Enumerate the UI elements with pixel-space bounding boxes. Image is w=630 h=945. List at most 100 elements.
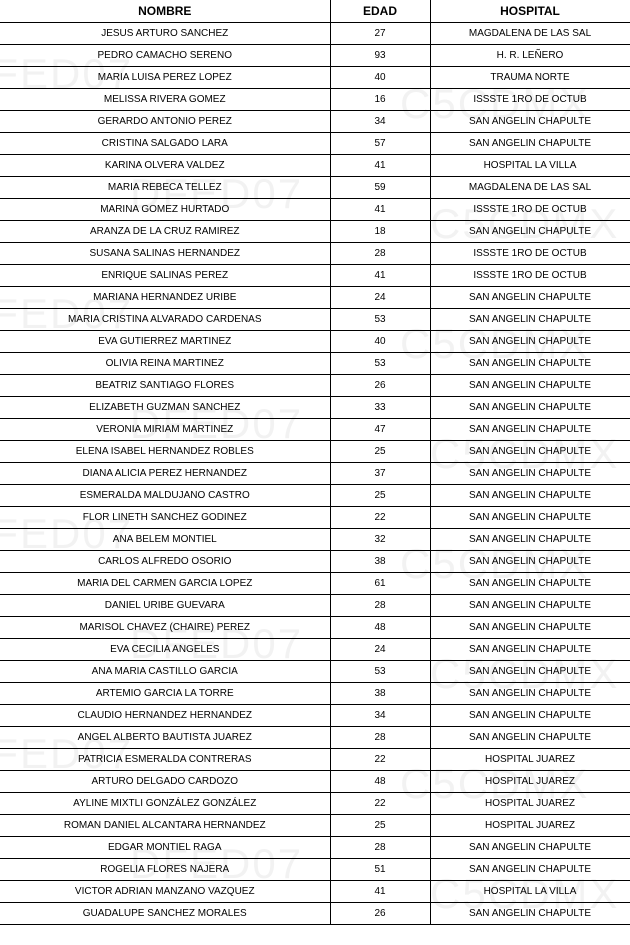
cell-hospital: SAN ANGELIN CHAPULTE xyxy=(430,683,630,705)
cell-nombre: MARIANA HERNANDEZ URIBE xyxy=(0,287,330,309)
cell-edad: 61 xyxy=(330,573,430,595)
cell-edad: 40 xyxy=(330,331,430,353)
table-row: MARIA REBECA TELLEZ59MAGDALENA DE LAS SA… xyxy=(0,177,630,199)
cell-hospital: SAN ANGELIN CHAPULTE xyxy=(430,595,630,617)
cell-hospital: SAN ANGELIN CHAPULTE xyxy=(430,221,630,243)
cell-nombre: PATRICIA ESMERALDA CONTRERAS xyxy=(0,749,330,771)
cell-edad: 41 xyxy=(330,199,430,221)
cell-hospital: HOSPITAL LA VILLA xyxy=(430,881,630,903)
cell-hospital: HOSPITAL JUAREZ xyxy=(430,793,630,815)
cell-edad: 27 xyxy=(330,23,430,45)
cell-hospital: SAN ANGELIN CHAPULTE xyxy=(430,111,630,133)
cell-edad: 48 xyxy=(330,617,430,639)
cell-hospital: SAN ANGELIN CHAPULTE xyxy=(430,573,630,595)
cell-edad: 53 xyxy=(330,661,430,683)
cell-nombre: ANA BELEM MONTIEL xyxy=(0,529,330,551)
table-row: ROGELIA FLORES NAJERA51SAN ANGELIN CHAPU… xyxy=(0,859,630,881)
table-row: MARIA CRISTINA ALVARADO CARDENAS53SAN AN… xyxy=(0,309,630,331)
cell-nombre: MARIA CRISTINA ALVARADO CARDENAS xyxy=(0,309,330,331)
table-row: CARLOS ALFREDO OSORIO38SAN ANGELIN CHAPU… xyxy=(0,551,630,573)
table-row: MARIANA HERNANDEZ URIBE24SAN ANGELIN CHA… xyxy=(0,287,630,309)
cell-nombre: MARISOL CHAVEZ (CHAIRE) PEREZ xyxy=(0,617,330,639)
cell-hospital: H. R. LEÑERO xyxy=(430,45,630,67)
cell-edad: 34 xyxy=(330,705,430,727)
cell-edad: 38 xyxy=(330,551,430,573)
cell-edad: 34 xyxy=(330,111,430,133)
table-row: CLAUDIO HERNANDEZ HERNANDEZ34SAN ANGELIN… xyxy=(0,705,630,727)
table-row: ARTURO DELGADO CARDOZO48HOSPITAL JUAREZ xyxy=(0,771,630,793)
cell-nombre: EVA CECILIA ANGELES xyxy=(0,639,330,661)
cell-hospital: SAN ANGELIN CHAPULTE xyxy=(430,507,630,529)
table-row: ENRIQUE SALINAS PEREZ41ISSSTE 1RO DE OCT… xyxy=(0,265,630,287)
cell-hospital: ISSSTE 1RO DE OCTUB xyxy=(430,243,630,265)
table-row: ELENA ISABEL HERNANDEZ ROBLES25SAN ANGEL… xyxy=(0,441,630,463)
cell-hospital: SAN ANGELIN CHAPULTE xyxy=(430,639,630,661)
cell-hospital: SAN ANGELIN CHAPULTE xyxy=(430,617,630,639)
table-row: ARANZA DE LA CRUZ RAMIREZ18SAN ANGELIN C… xyxy=(0,221,630,243)
cell-edad: 47 xyxy=(330,419,430,441)
cell-edad: 28 xyxy=(330,243,430,265)
cell-hospital: SAN ANGELIN CHAPULTE xyxy=(430,287,630,309)
table-row: JESUS ARTURO SANCHEZ27MAGDALENA DE LAS S… xyxy=(0,23,630,45)
cell-nombre: ARANZA DE LA CRUZ RAMIREZ xyxy=(0,221,330,243)
cell-nombre: CLAUDIO HERNANDEZ HERNANDEZ xyxy=(0,705,330,727)
cell-nombre: GUADALUPE SANCHEZ MORALES xyxy=(0,903,330,925)
col-header-nombre: NOMBRE xyxy=(0,0,330,23)
cell-nombre: ANA MARIA CASTILLO GARCIA xyxy=(0,661,330,683)
cell-nombre: PEDRO CAMACHO SERENO xyxy=(0,45,330,67)
cell-nombre: OLIVIA REINA MARTINEZ xyxy=(0,353,330,375)
cell-hospital: SAN ANGELIN CHAPULTE xyxy=(430,331,630,353)
cell-hospital: ISSSTE 1RO DE OCTUB xyxy=(430,265,630,287)
cell-nombre: DANIEL URIBE GUEVARA xyxy=(0,595,330,617)
cell-hospital: ISSSTE 1RO DE OCTUB xyxy=(430,199,630,221)
patients-table: NOMBRE EDAD HOSPITAL JESUS ARTURO SANCHE… xyxy=(0,0,630,925)
table-row: GUADALUPE SANCHEZ MORALES26SAN ANGELIN C… xyxy=(0,903,630,925)
cell-nombre: ROGELIA FLORES NAJERA xyxy=(0,859,330,881)
cell-edad: 59 xyxy=(330,177,430,199)
cell-nombre: ENRIQUE SALINAS PEREZ xyxy=(0,265,330,287)
table-row: ROMAN DANIEL ALCANTARA HERNANDEZ25HOSPIT… xyxy=(0,815,630,837)
cell-nombre: MARIA REBECA TELLEZ xyxy=(0,177,330,199)
cell-nombre: VERONIA MIRIAM MARTINEZ xyxy=(0,419,330,441)
table-row: MELISSA RIVERA GOMEZ16ISSSTE 1RO DE OCTU… xyxy=(0,89,630,111)
cell-hospital: SAN ANGELIN CHAPULTE xyxy=(430,727,630,749)
cell-hospital: HOSPITAL JUAREZ xyxy=(430,815,630,837)
cell-edad: 93 xyxy=(330,45,430,67)
cell-hospital: SAN ANGELIN CHAPULTE xyxy=(430,859,630,881)
cell-edad: 48 xyxy=(330,771,430,793)
table-row: ANA BELEM MONTIEL32SAN ANGELIN CHAPULTE xyxy=(0,529,630,551)
cell-nombre: JESUS ARTURO SANCHEZ xyxy=(0,23,330,45)
cell-edad: 41 xyxy=(330,265,430,287)
col-header-edad: EDAD xyxy=(330,0,430,23)
cell-edad: 40 xyxy=(330,67,430,89)
cell-nombre: CARLOS ALFREDO OSORIO xyxy=(0,551,330,573)
table-row: MARIA LUISA PEREZ LOPEZ40TRAUMA NORTE xyxy=(0,67,630,89)
cell-hospital: SAN ANGELIN CHAPULTE xyxy=(430,551,630,573)
cell-hospital: SAN ANGELIN CHAPULTE xyxy=(430,397,630,419)
table-header-row: NOMBRE EDAD HOSPITAL xyxy=(0,0,630,23)
cell-edad: 41 xyxy=(330,881,430,903)
cell-edad: 22 xyxy=(330,793,430,815)
cell-nombre: ROMAN DANIEL ALCANTARA HERNANDEZ xyxy=(0,815,330,837)
cell-edad: 53 xyxy=(330,353,430,375)
cell-edad: 57 xyxy=(330,133,430,155)
cell-hospital: ISSSTE 1RO DE OCTUB xyxy=(430,89,630,111)
cell-nombre: EDGAR MONTIEL RAGA xyxy=(0,837,330,859)
cell-edad: 18 xyxy=(330,221,430,243)
cell-nombre: VICTOR ADRIAN MANZANO VAZQUEZ xyxy=(0,881,330,903)
table-row: EDGAR MONTIEL RAGA28SAN ANGELIN CHAPULTE xyxy=(0,837,630,859)
cell-nombre: EVA GUTIERREZ MARTINEZ xyxy=(0,331,330,353)
cell-nombre: MARIA LUISA PEREZ LOPEZ xyxy=(0,67,330,89)
cell-hospital: SAN ANGELIN CHAPULTE xyxy=(430,903,630,925)
cell-hospital: SAN ANGELIN CHAPULTE xyxy=(430,353,630,375)
cell-hospital: SAN ANGELIN CHAPULTE xyxy=(430,309,630,331)
cell-nombre: MELISSA RIVERA GOMEZ xyxy=(0,89,330,111)
table-row: SUSANA SALINAS HERNANDEZ28ISSSTE 1RO DE … xyxy=(0,243,630,265)
table-row: VERONIA MIRIAM MARTINEZ47SAN ANGELIN CHA… xyxy=(0,419,630,441)
table-row: BEATRIZ SANTIAGO FLORES26SAN ANGELIN CHA… xyxy=(0,375,630,397)
table-row: MARISOL CHAVEZ (CHAIRE) PEREZ48SAN ANGEL… xyxy=(0,617,630,639)
cell-edad: 24 xyxy=(330,287,430,309)
table-row: PATRICIA ESMERALDA CONTRERAS22HOSPITAL J… xyxy=(0,749,630,771)
cell-nombre: ESMERALDA MALDUJANO CASTRO xyxy=(0,485,330,507)
cell-nombre: AYLINE MIXTLI GONZÁLEZ GONZÁLEZ xyxy=(0,793,330,815)
